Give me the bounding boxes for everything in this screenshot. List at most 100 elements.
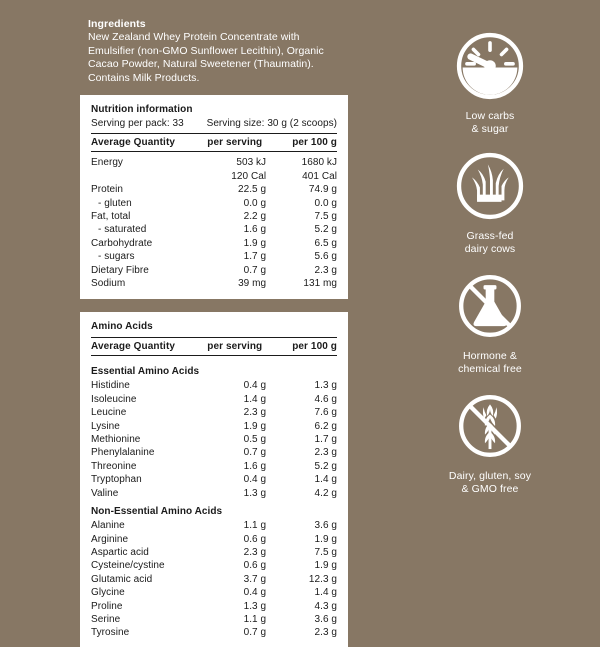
row-label: Serine <box>91 613 121 625</box>
amino-panel-title: Amino Acids <box>91 321 153 333</box>
row-per-100g: 5.6 g <box>314 251 337 263</box>
row-per-serving: 503 kJ <box>236 157 267 169</box>
row-label: Tryptophan <box>91 474 142 486</box>
row-per-serving: 2.3 g <box>243 546 267 558</box>
row-per-serving: 0.7 g <box>243 264 267 276</box>
amino-group-heading: Non-Essential Amino Acids <box>91 500 337 519</box>
table-row: Methionine 0.5 g 1.7 g <box>91 433 337 446</box>
row-label: Aspartic acid <box>91 546 149 558</box>
row-label: Protein <box>91 184 124 196</box>
table-row: Tyrosine 0.7 g 2.3 g <box>91 626 337 639</box>
row-per-100g: 401 Cal <box>302 170 337 182</box>
row-per-100g: 74.9 g <box>308 184 337 196</box>
row-per-serving: 0.5 g <box>243 434 267 446</box>
badge-label: Dairy, gluten, soy & GMO free <box>448 470 532 495</box>
row-per-serving: 1.9 g <box>243 237 267 249</box>
row-per-100g: 1.4 g <box>314 474 337 486</box>
row-per-serving: 0.7 g <box>243 627 267 639</box>
row-label: Cysteine/cystine <box>91 560 165 572</box>
row-per-serving: 1.6 g <box>243 460 267 472</box>
amino-acids-table: Average Quantity per serving per 100 g E… <box>91 334 337 639</box>
table-row: Fat, total 2.2 g 7.5 g <box>91 210 337 223</box>
product-info-column: Ingredients New Zealand Whey Protein Con… <box>80 0 348 647</box>
row-per-serving: 0.0 g <box>243 197 267 209</box>
row-per-100g: 1.9 g <box>314 533 337 545</box>
table-row: - gluten 0.0 g 0.0 g <box>91 197 337 210</box>
nutrition-information-panel: Nutrition information Serving per pack: … <box>80 95 348 300</box>
row-label: Methionine <box>91 434 141 446</box>
table-row: Threonine 1.6 g 5.2 g <box>91 460 337 473</box>
row-label <box>91 170 199 183</box>
ingredients-block: Ingredients New Zealand Whey Protein Con… <box>80 0 348 85</box>
column-header-quantity: Average Quantity <box>91 137 176 149</box>
table-row: Isoleucine 1.4 g 4.6 g <box>91 393 337 406</box>
table-row: Energy 503 kJ 1680 kJ <box>91 156 337 169</box>
grass-tuft-icon <box>456 152 524 220</box>
table-row: Proline 1.3 g 4.3 g <box>91 600 337 613</box>
row-per-100g: 6.5 g <box>314 237 337 249</box>
row-label: Sodium <box>91 278 126 290</box>
row-per-serving: 0.6 g <box>243 560 267 572</box>
row-label: Leucine <box>91 407 127 419</box>
row-per-100g: 5.2 g <box>314 224 337 236</box>
table-row: Glycine 0.4 g 1.4 g <box>91 586 337 599</box>
row-label: Isoleucine <box>91 393 137 405</box>
row-per-100g: 0.0 g <box>314 197 337 209</box>
column-header-per-100g: per 100 g <box>292 137 337 149</box>
row-per-100g: 2.3 g <box>314 447 337 459</box>
table-row: Glutamic acid 3.7 g 12.3 g <box>91 573 337 586</box>
no-flask-icon <box>459 275 521 337</box>
table-row: Valine 1.3 g 4.2 g <box>91 487 337 500</box>
serving-size: Serving size: 30 g (2 scoops) <box>206 118 337 130</box>
ingredients-title: Ingredients <box>88 18 146 30</box>
row-per-100g: 1.7 g <box>314 434 337 446</box>
column-header-per-100g: per 100 g <box>292 341 337 353</box>
row-per-serving: 1.1 g <box>243 613 267 625</box>
serving-summary-row: Serving per pack: 33 Serving size: 30 g … <box>91 117 337 133</box>
serving-per-pack: Serving per pack: 33 <box>91 118 184 130</box>
row-per-100g: 5.2 g <box>314 460 337 472</box>
table-row: Cysteine/cystine 0.6 g 1.9 g <box>91 559 337 572</box>
row-per-serving: 0.7 g <box>243 447 267 459</box>
row-per-serving: 1.9 g <box>243 420 267 432</box>
row-per-serving: 39 mg <box>238 278 267 290</box>
amino-group-heading-label: Essential Amino Acids <box>91 366 200 378</box>
badge-low-carbs-sugar: Low carbs & sugar <box>420 30 560 136</box>
table-row: Carbohydrate 1.9 g 6.5 g <box>91 237 337 250</box>
table-row: - saturated 1.6 g 5.2 g <box>91 223 337 236</box>
row-per-100g: 4.6 g <box>314 393 337 405</box>
badge-hormone-chemical-free: Hormone & chemical free <box>420 270 560 376</box>
ingredients-body: New Zealand Whey Protein Concentrate wit… <box>88 31 324 84</box>
table-row: Sodium 39 mg 131 mg <box>91 277 337 290</box>
table-row: Serine 1.1 g 3.6 g <box>91 613 337 626</box>
nutrition-panel-title: Nutrition information <box>91 104 193 116</box>
row-per-100g: 1680 kJ <box>301 157 337 169</box>
row-per-100g: 3.6 g <box>314 613 337 625</box>
row-per-100g: 1.3 g <box>314 380 337 392</box>
table-row: Arginine 0.6 g 1.9 g <box>91 533 337 546</box>
row-per-100g: 4.3 g <box>314 600 337 612</box>
table-row: Histidine 0.4 g 1.3 g <box>91 379 337 392</box>
row-per-100g: 7.5 g <box>314 546 337 558</box>
row-per-100g: 4.2 g <box>314 487 337 499</box>
row-per-serving: 2.2 g <box>243 211 267 222</box>
row-per-100g: 131 mg <box>303 278 337 290</box>
row-per-serving: 1.7 g <box>243 251 267 263</box>
row-per-serving: 1.6 g <box>243 224 267 236</box>
row-per-serving: 2.3 g <box>243 407 267 419</box>
row-label: Lysine <box>91 420 120 432</box>
row-label: Dietary Fibre <box>91 264 149 276</box>
row-label: Fat, total <box>91 211 131 222</box>
gauge-low-icon <box>456 32 524 100</box>
badge-grass-fed-dairy-cows: Grass-fed dairy cows <box>420 150 560 256</box>
row-per-serving: 0.4 g <box>243 587 267 599</box>
table-row: - sugars 1.7 g 5.6 g <box>91 250 337 263</box>
row-label: - saturated <box>98 224 147 236</box>
row-label: Phenylalanine <box>91 447 155 459</box>
amino-group-heading: Essential Amino Acids <box>91 360 337 379</box>
row-label: Carbohydrate <box>91 237 153 249</box>
table-row: Alanine 1.1 g 3.6 g <box>91 519 337 532</box>
row-label: Energy <box>91 157 123 169</box>
row-per-serving: 0.4 g <box>243 474 267 486</box>
amino-group-heading-label: Non-Essential Amino Acids <box>91 506 223 518</box>
